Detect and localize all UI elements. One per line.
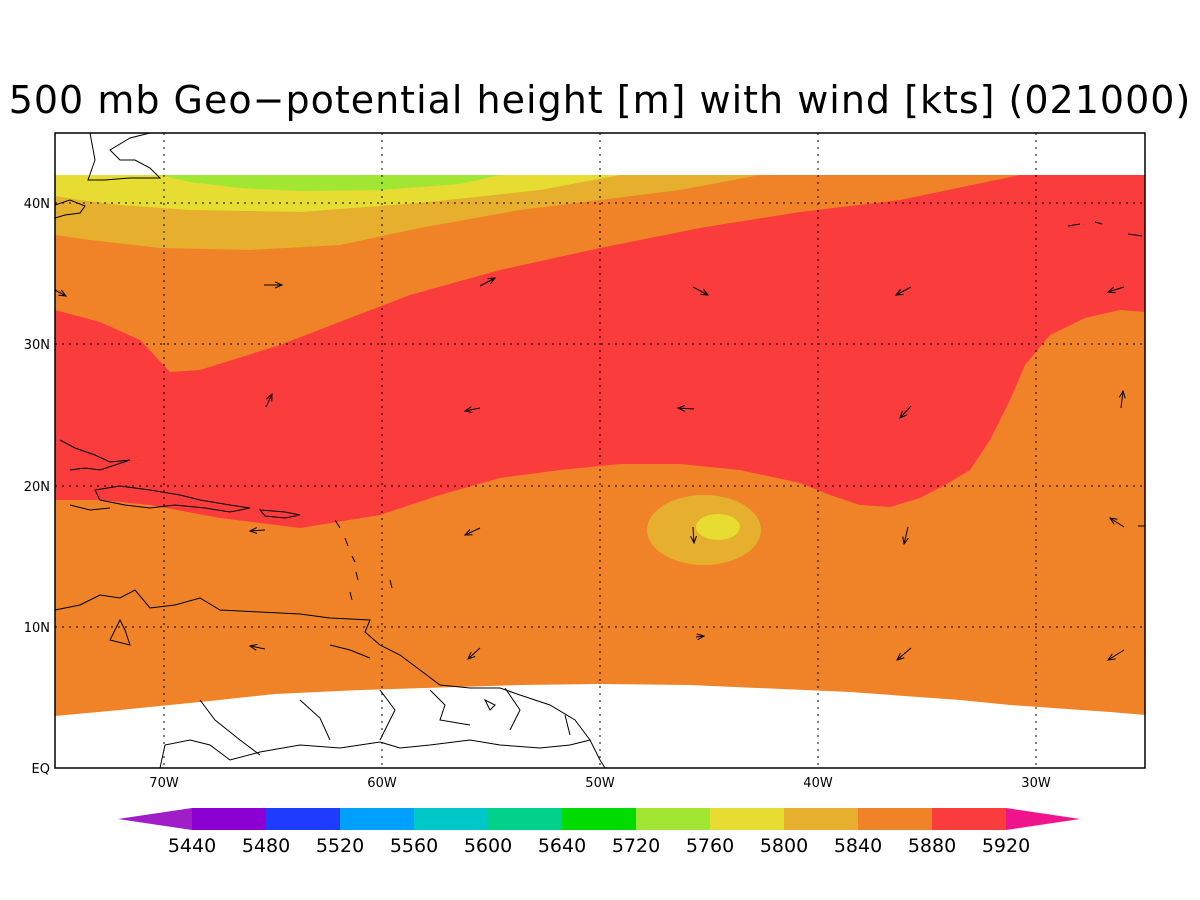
wind-vectors (54, 278, 1125, 660)
lon-label-50w: 50W (585, 776, 615, 791)
wind-arrow (265, 394, 272, 408)
wind-arrow (897, 647, 912, 660)
colorbar-label: 5920 (982, 835, 1030, 857)
longitude-labels: 70W 60W 50W 40W 30W (149, 776, 1051, 791)
colorbar: 5440 5480 5520 5560 5600 5640 5720 5760 … (118, 808, 1080, 857)
wind-arrow (1121, 391, 1123, 409)
map-title: 500 mb Geo−potential height [m] with win… (8, 78, 1192, 122)
colorbar-label: 5560 (390, 835, 438, 857)
lon-label-70w: 70W (149, 776, 179, 791)
coastlines (54, 132, 1145, 769)
wind-arrow (693, 526, 694, 543)
colorbar-labels: 5440 5480 5520 5560 5600 5640 5720 5760 … (168, 835, 1030, 857)
wind-arrow (54, 289, 66, 296)
wind-arrow (692, 286, 708, 295)
colorbar-label: 5800 (760, 835, 808, 857)
wind-arrow (1110, 518, 1125, 528)
lat-label-10n: 10N (24, 621, 50, 636)
wind-arrow (1108, 286, 1125, 292)
colorbar-label: 5440 (168, 835, 216, 857)
wind-arrow (896, 286, 912, 295)
coastline-lesser-antilles (334, 519, 393, 601)
lon-label-40w: 40W (803, 776, 833, 791)
wind-arrow (465, 408, 481, 411)
coastline-inland (199, 687, 571, 756)
colorbar-right-arrow (1006, 808, 1080, 830)
colorbar-left-arrow (118, 808, 192, 830)
wind-arrow (250, 646, 266, 649)
coastline-greater-antilles (59, 439, 301, 519)
colorbar-label: 5760 (686, 835, 734, 857)
colorbar-swatch (784, 808, 858, 830)
wind-arrow (1108, 649, 1125, 660)
colorbar-label: 5880 (908, 835, 956, 857)
colorbar-swatch (636, 808, 710, 830)
latitude-labels: EQ 10N 20N 30N 40N (24, 197, 50, 777)
gridlines (55, 133, 1145, 768)
wind-arrow (678, 408, 695, 409)
colorbar-label: 5840 (834, 835, 882, 857)
contour-fill-cutoff-inner (696, 514, 740, 540)
wind-arrow (904, 526, 908, 544)
colorbar-label: 5600 (464, 835, 512, 857)
colorbar-swatch (488, 808, 562, 830)
lat-label-30n: 30N (24, 338, 50, 353)
coastline-north-america (54, 132, 162, 219)
colorbar-swatch (710, 808, 784, 830)
colorbar-swatch (932, 808, 1006, 830)
lat-label-eq: EQ (32, 762, 50, 777)
lat-label-20n: 20N (24, 480, 50, 495)
colorbar-label: 5640 (538, 835, 586, 857)
wind-arrow (695, 636, 704, 637)
colorbar-label: 5480 (242, 835, 290, 857)
coastline-atlantic-islands (1067, 221, 1145, 527)
colorbar-label: 5520 (316, 835, 364, 857)
colorbar-swatches (192, 808, 1006, 830)
height-field (55, 175, 1145, 716)
contour-fill-5760 (160, 175, 500, 191)
lon-label-60w: 60W (367, 776, 397, 791)
colorbar-swatch (858, 808, 932, 830)
colorbar-label: 5720 (612, 835, 660, 857)
wind-arrow (479, 278, 495, 287)
wind-arrow (465, 527, 481, 535)
colorbar-swatch (414, 808, 488, 830)
coastline-south-america (54, 589, 606, 769)
colorbar-swatch (266, 808, 340, 830)
colorbar-swatch (340, 808, 414, 830)
wind-arrow (250, 530, 266, 531)
lat-label-40n: 40N (24, 197, 50, 212)
wind-arrow (900, 405, 912, 418)
colorbar-swatch (562, 808, 636, 830)
colorbar-swatch (192, 808, 266, 830)
wind-arrow (468, 647, 481, 659)
lon-label-30w: 30W (1021, 776, 1051, 791)
